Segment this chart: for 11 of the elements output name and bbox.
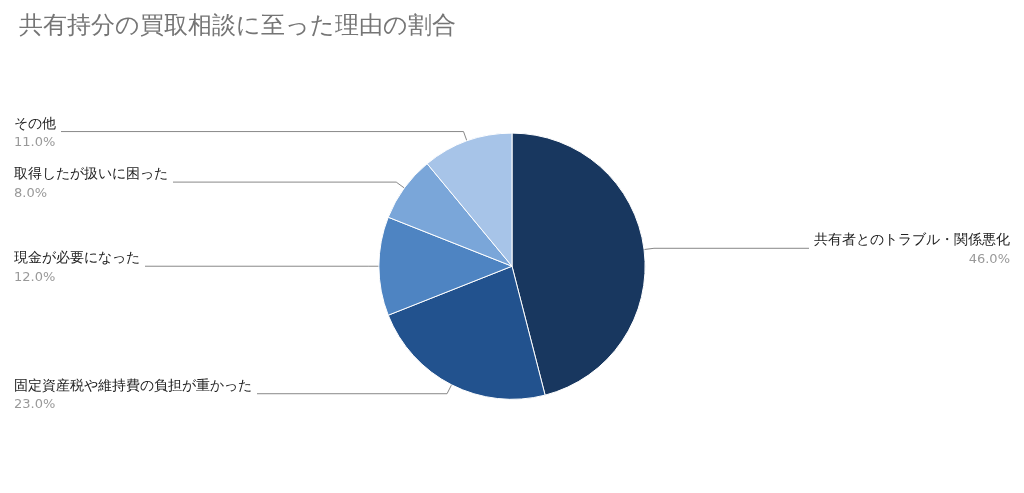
data-label: 46.0% <box>968 250 1010 266</box>
data-label: 12.0% <box>14 268 56 284</box>
slice-label: 共有者とのトラブル・関係悪化 <box>814 231 1010 248</box>
chart-title: 共有持分の買取相談に至った理由の割合 <box>19 11 456 39</box>
slice-label: 取得したが扱いに困った <box>14 165 168 182</box>
slice-label: 固定資産税や維持費の負担が重かった <box>14 376 252 393</box>
data-label: 11.0% <box>14 134 56 150</box>
slice-label: その他 <box>14 114 56 131</box>
data-label: 8.0% <box>14 184 48 200</box>
data-label: 23.0% <box>14 396 56 412</box>
slice-label: 現金が必要になった <box>14 249 140 266</box>
